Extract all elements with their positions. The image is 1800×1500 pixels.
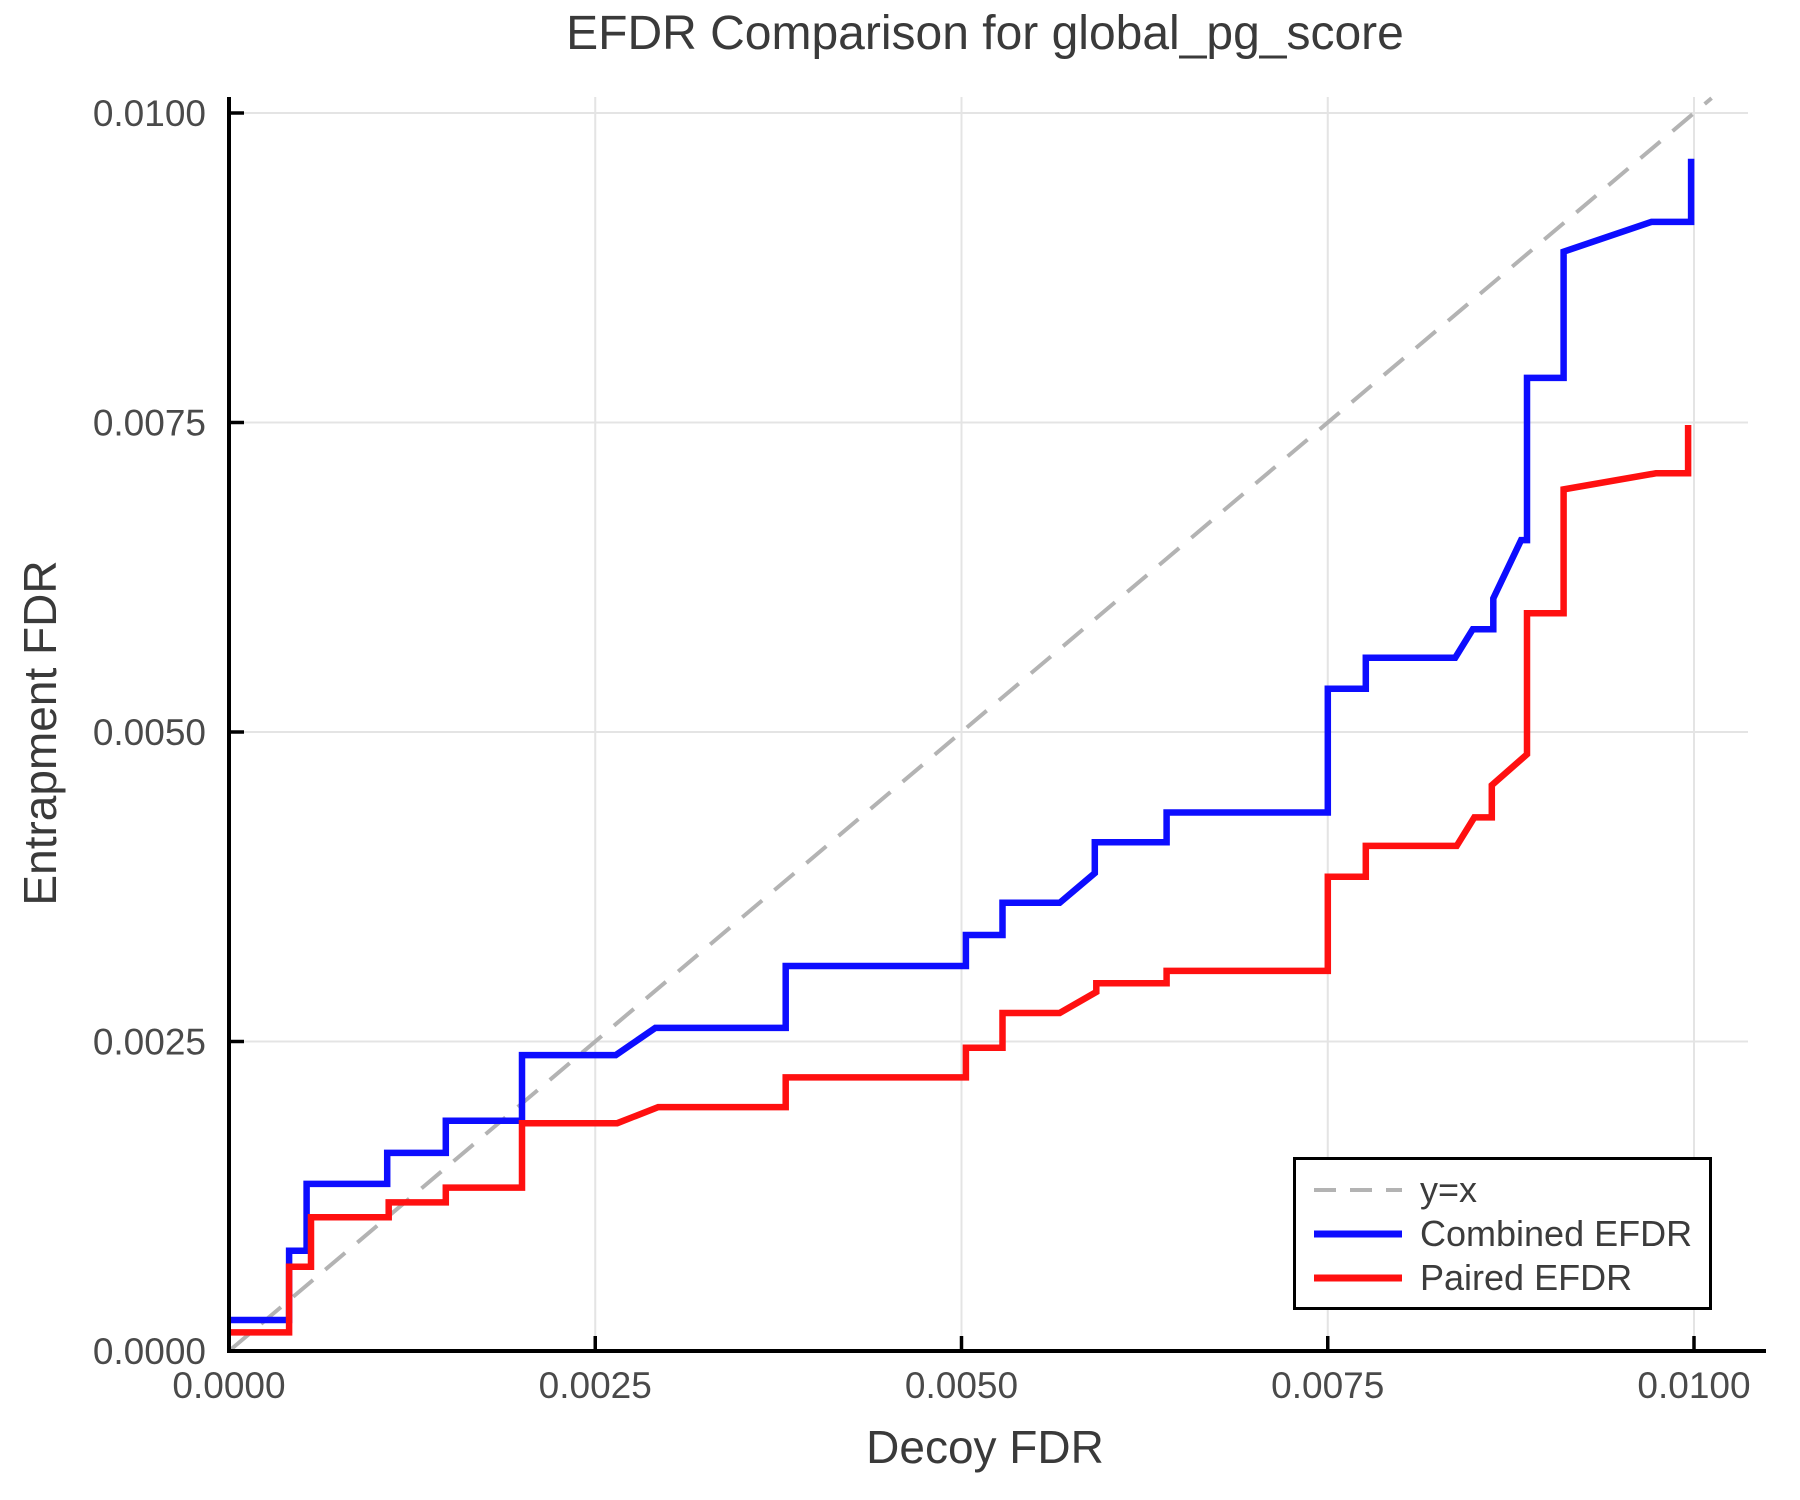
x-tick-label: 0.0050 <box>905 1365 1018 1406</box>
x-tick-label: 0.0075 <box>1271 1365 1384 1406</box>
legend-item-paired-efdr: Paired EFDR <box>1314 1256 1709 1300</box>
legend: y=x Combined EFDR Paired EFDR <box>1293 1157 1712 1310</box>
legend-item-combined-efdr: Combined EFDR <box>1314 1212 1709 1256</box>
combined-efdr-sample-icon <box>1314 1230 1402 1237</box>
x-tick-label: 0.0100 <box>1637 1365 1750 1406</box>
x-tick-label: 0.0025 <box>539 1365 652 1406</box>
y-axis-title: Entrapment FDR <box>14 560 66 906</box>
paired-efdr-sample-icon <box>1314 1274 1402 1281</box>
legend-item-identity: y=x <box>1314 1168 1709 1212</box>
identity-line-sample-icon <box>1314 1187 1402 1192</box>
y-tick-label: 0.0050 <box>93 712 206 753</box>
legend-label-identity: y=x <box>1420 1168 1478 1210</box>
identity-line <box>227 96 1713 1353</box>
x-axis-title: Decoy FDR <box>866 1421 1104 1473</box>
series-line-paired-efdr <box>229 425 1692 1336</box>
chart-title: EFDR Comparison for global_pg_score <box>566 7 1404 60</box>
x-tick-label: 0.0000 <box>172 1365 285 1406</box>
legend-label-paired-efdr: Paired EFDR <box>1420 1256 1633 1298</box>
legend-label-combined-efdr: Combined EFDR <box>1420 1212 1693 1254</box>
y-tick-label: 0.0025 <box>93 1022 206 1063</box>
series-line-combined-efdr <box>229 158 1695 1324</box>
y-tick-label: 0.0000 <box>93 1331 206 1372</box>
y-tick-label: 0.0100 <box>93 93 206 134</box>
y-tick-label: 0.0075 <box>93 403 206 444</box>
